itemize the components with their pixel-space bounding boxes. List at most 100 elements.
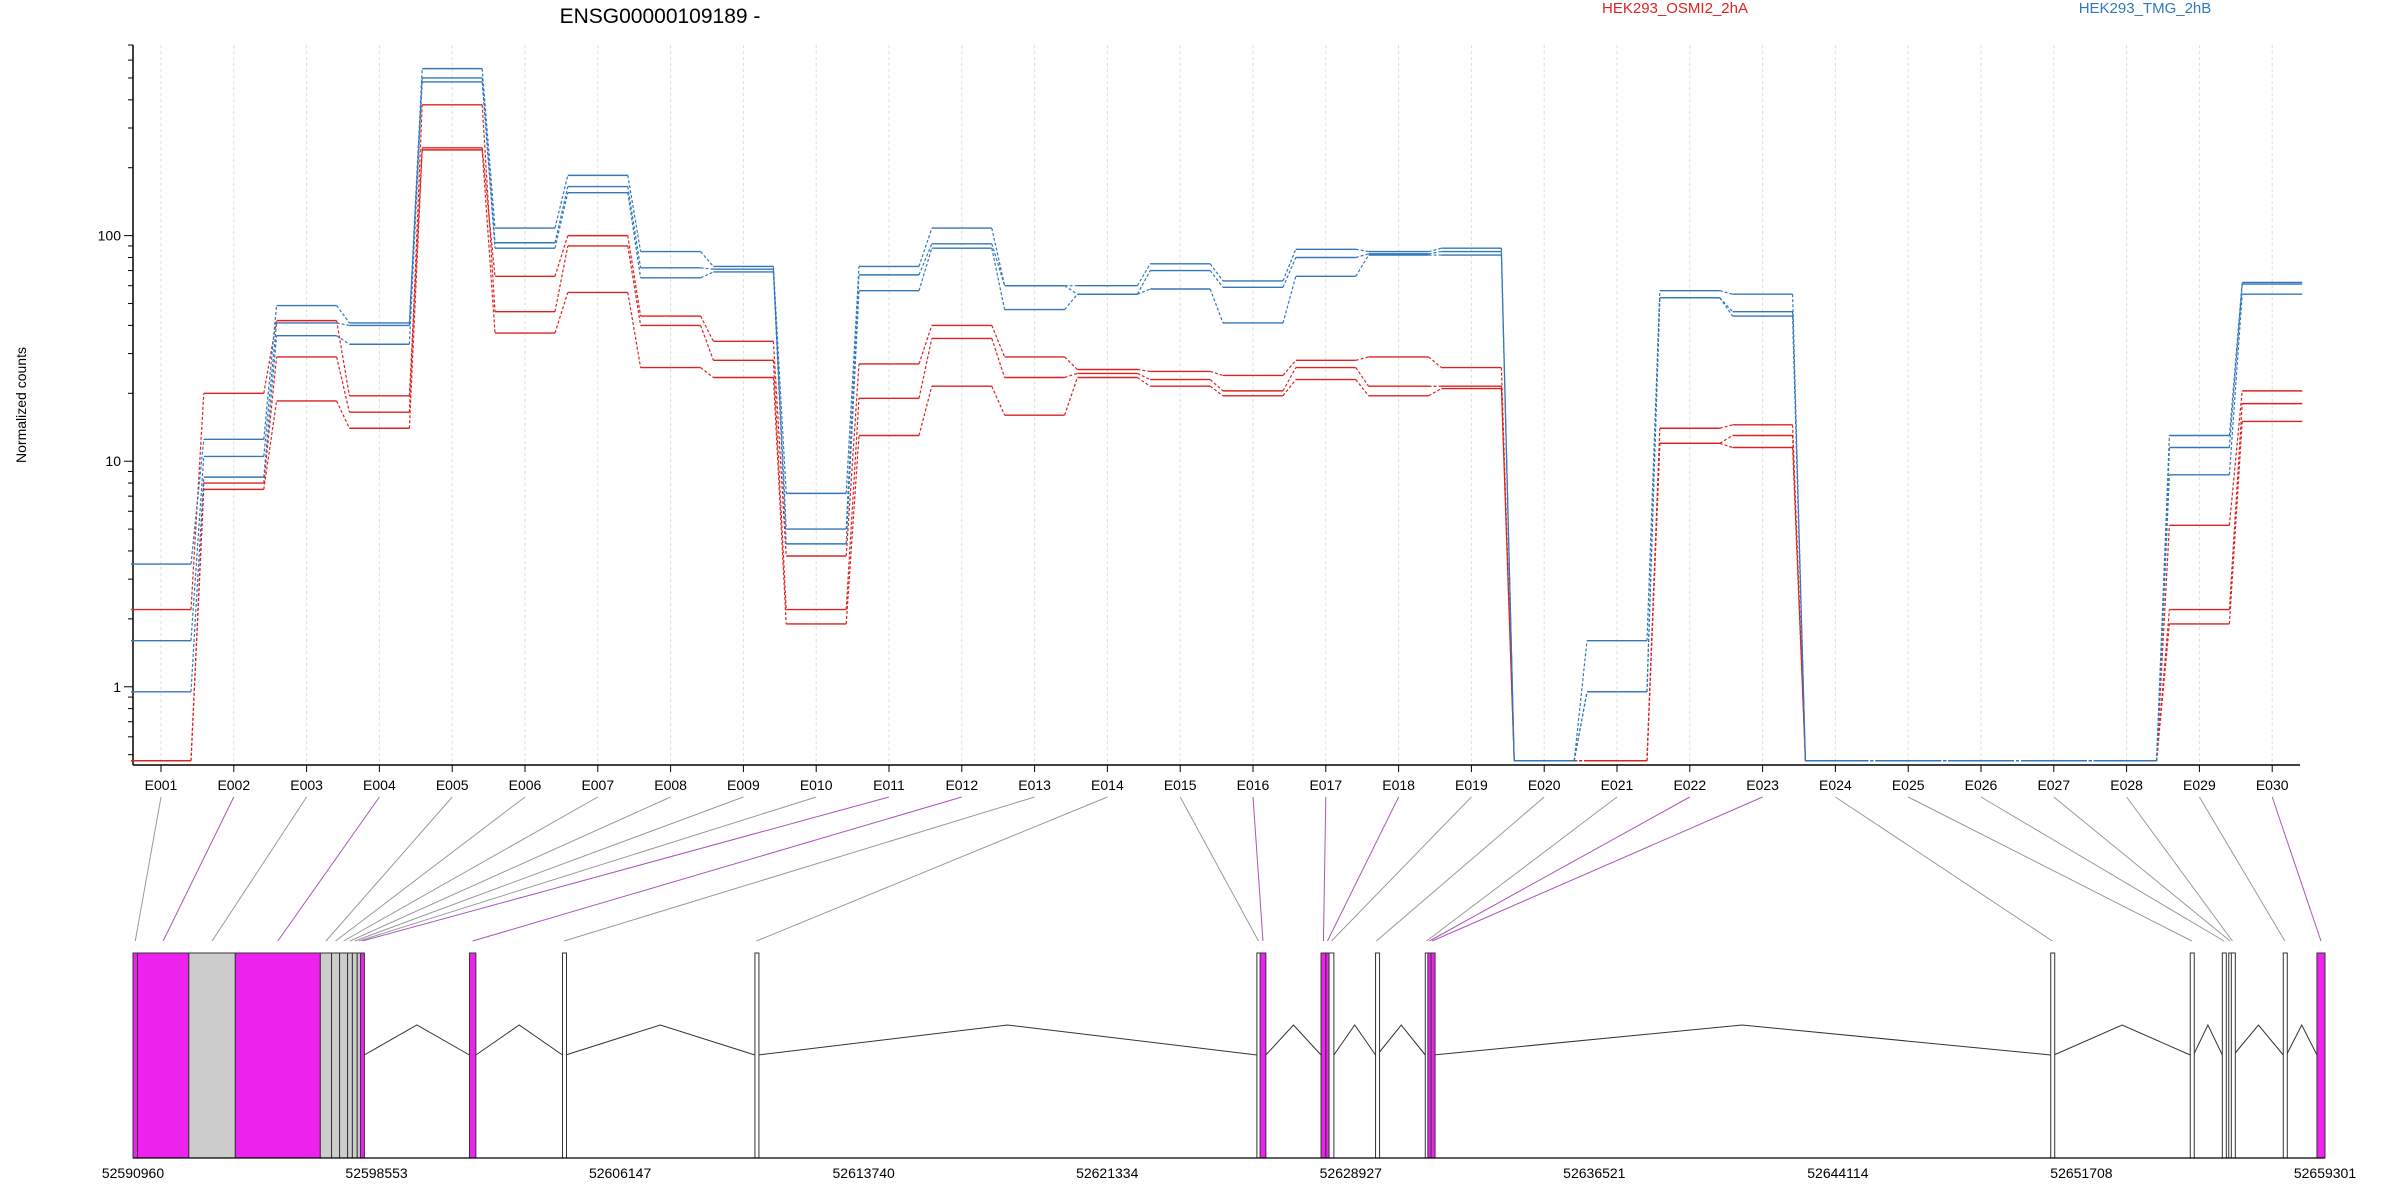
genomic-tick-label: 52651708: [2050, 1165, 2113, 1181]
intron-E013: [565, 1024, 756, 1056]
exon-label-E009: E009: [727, 777, 760, 793]
series-connector: [1282, 367, 1297, 392]
exon-label-E004: E004: [363, 777, 396, 793]
legend-tmg: HEK293_TMG_2hB: [2079, 0, 2212, 17]
exon-labels: E001 E002 E003 E004 E005 E006 E007 E008 E009 E010…: [145, 777, 2289, 793]
connector-E003: [211, 796, 308, 942]
legend-osmi2: HEK293_OSMI2_2hA: [1602, 0, 1748, 17]
connector-E007: [343, 796, 599, 942]
connector-E024: [1835, 796, 2053, 942]
exon-label-E027: E027: [2037, 777, 2070, 793]
series-connector: [2156, 474, 2170, 761]
exon-box-E025: [2189, 952, 2195, 1159]
exon-box-E019: [1328, 952, 1335, 1159]
series-connector: [408, 81, 423, 345]
series-connector: [627, 192, 642, 278]
exon-label-E022: E022: [1673, 777, 1706, 793]
series-connector: [190, 477, 205, 692]
series-connector: [1282, 359, 1297, 376]
series-connector: [772, 271, 787, 544]
series-connector: [408, 149, 423, 429]
intron-E023: [1433, 1024, 2051, 1056]
connector-E002: [162, 796, 235, 942]
series-connector: [1355, 248, 1369, 253]
exon-box-E028: [2230, 952, 2236, 1159]
series-connector: [1355, 253, 1369, 259]
connector-E011: [362, 796, 890, 942]
connector-E023: [1431, 796, 1763, 942]
exon-label-E016: E016: [1237, 777, 1270, 793]
exon-label-E029: E029: [2183, 777, 2216, 793]
series-connector: [1209, 379, 1224, 392]
series-connector: [627, 235, 642, 317]
series-connector: [845, 274, 860, 530]
chart-title: ENSG00000109189 -: [560, 5, 761, 28]
series-connector: [700, 271, 714, 279]
y-tick-label: 1: [113, 679, 121, 695]
exon-box-E008: [347, 952, 353, 1159]
exon-label-E014: E014: [1091, 777, 1124, 793]
connector-E005: [325, 796, 453, 942]
series-connector: [1136, 270, 1151, 295]
series-connector: [700, 367, 714, 378]
genomic-tick-label: 52606147: [589, 1165, 652, 1181]
genomic-tick-label: 52621334: [1076, 1165, 1139, 1181]
connector-E027: [2053, 796, 2231, 942]
exon-label-E015: E015: [1164, 777, 1197, 793]
connector-E008: [349, 796, 671, 942]
series-connector: [627, 175, 642, 252]
series-connector: [481, 147, 496, 277]
axes: 1 10 100: [98, 44, 2300, 772]
genomic-axis: 52590960 52598553 52606147 52613740 52621334…: [102, 1157, 2356, 1181]
grid-lines: [160, 45, 2273, 765]
exon-label-E012: E012: [945, 777, 978, 793]
series-connector: [408, 104, 423, 413]
series-connector: [263, 335, 278, 478]
exon-box-E013: [561, 952, 567, 1159]
exon-label-E005: E005: [436, 777, 469, 793]
exon-box-E014: [754, 952, 760, 1159]
exon-box-E011: [359, 952, 365, 1159]
series-connector: [481, 77, 496, 243]
connector-E006: [335, 796, 526, 942]
series-connector: [772, 360, 787, 610]
exon-box-E003: [188, 952, 236, 1159]
connector-E025: [1907, 796, 2193, 942]
series-connector: [991, 385, 1006, 416]
series-connector: [1646, 297, 1661, 692]
series-connector: [700, 325, 714, 361]
exon-label-E010: E010: [800, 777, 833, 793]
connector-E019: [1331, 796, 1472, 942]
series-connector: [1646, 443, 1661, 761]
series-connector: [2228, 294, 2243, 475]
series-connector: [1428, 250, 1442, 255]
exon-box-E001: [132, 952, 138, 1159]
series-connector: [1719, 297, 1734, 313]
exon-label-E028: E028: [2110, 777, 2143, 793]
series-connector: [554, 292, 569, 334]
connector-E001: [134, 796, 162, 942]
series-connector: [263, 322, 278, 457]
exon-box-E005: [319, 952, 333, 1159]
series-connector: [554, 186, 569, 243]
series-connector: [1573, 640, 1588, 761]
series-connector: [336, 400, 350, 429]
exon-label-E030: E030: [2256, 777, 2289, 793]
connector-E012: [472, 796, 962, 942]
series-connector: [991, 243, 1006, 286]
connector-E026: [1980, 796, 2225, 942]
exon-box-E012: [468, 952, 477, 1159]
series-connector: [845, 435, 860, 624]
series-connector: [1064, 293, 1078, 310]
series-connector: [991, 338, 1006, 378]
series-connector: [1792, 316, 1806, 761]
series-connector: [1355, 379, 1370, 397]
exon-label-E006: E006: [509, 777, 542, 793]
series-connector: [481, 104, 496, 312]
genomic-tick-label: 52628927: [1320, 1165, 1383, 1181]
series-connector: [627, 292, 642, 368]
series-connector: [991, 325, 1006, 358]
series-connector: [991, 227, 1006, 286]
series-connector: [918, 338, 933, 399]
connector-E004: [277, 796, 380, 942]
